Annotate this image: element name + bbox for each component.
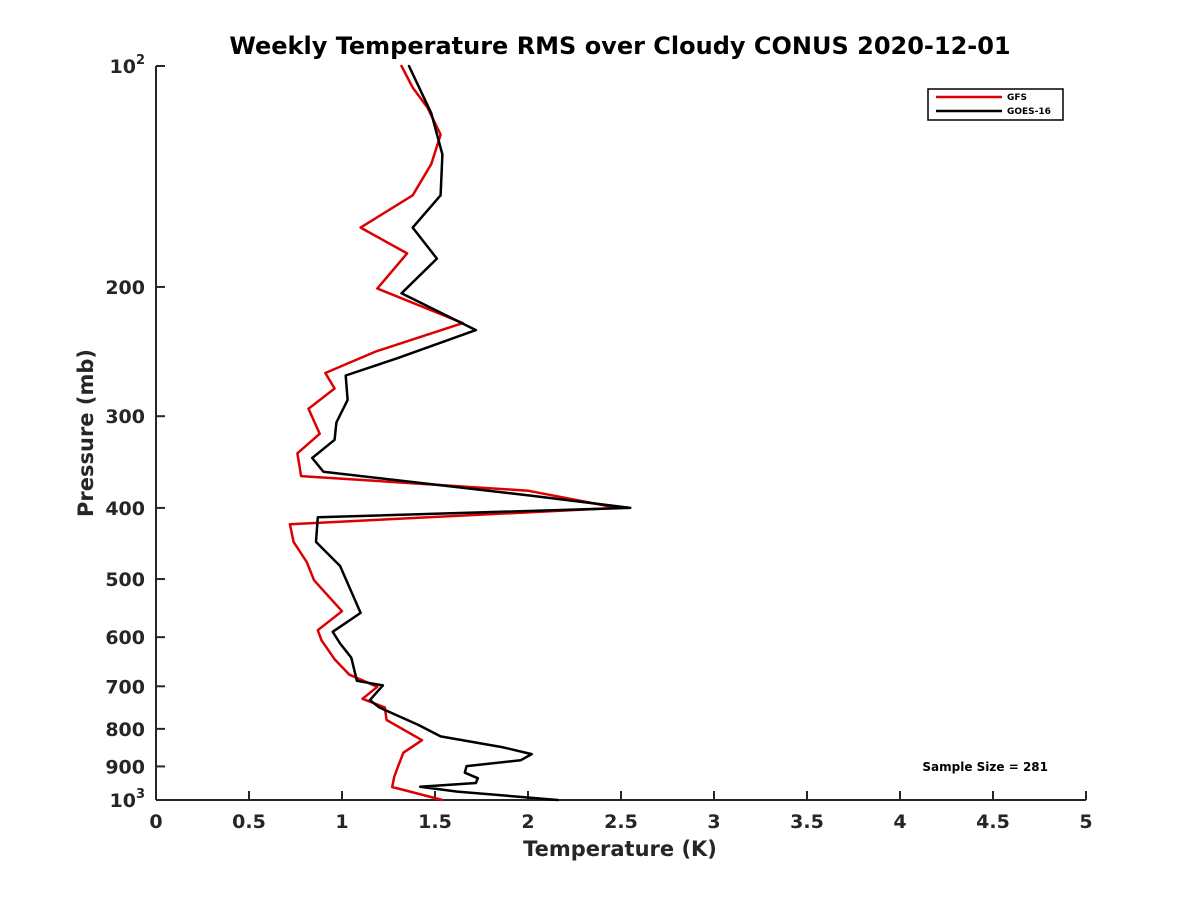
x-tick-label: 4 — [893, 811, 906, 833]
legend-label-gfs: GFS — [1007, 93, 1027, 103]
series-group — [288, 64, 632, 802]
x-axis-label: Temperature (K) — [523, 837, 717, 861]
y-tick-label: 800 — [105, 719, 145, 741]
y-axis-label: Pressure (mb) — [74, 349, 98, 517]
y-tick-label: 300 — [105, 406, 145, 428]
y-tick-label: 102 — [110, 53, 146, 78]
x-tick-label: 1.5 — [418, 811, 452, 833]
chart-title: Weekly Temperature RMS over Cloudy CONUS… — [229, 32, 1010, 60]
x-tick-label: 5 — [1079, 811, 1092, 833]
y-tick-label: 400 — [105, 498, 145, 520]
sample-size-annotation: Sample Size = 281 — [922, 760, 1048, 774]
legend-label-goes16: GOES-16 — [1007, 107, 1051, 117]
y-tick-label: 700 — [105, 676, 145, 698]
y-tick-label: 900 — [105, 756, 145, 778]
x-tick-label: 0 — [149, 811, 162, 833]
series-line-gfs — [288, 64, 619, 802]
x-tick-label: 2.5 — [604, 811, 638, 833]
y-tick-label: 500 — [105, 569, 145, 591]
legend: GFS GOES-16 — [927, 88, 1064, 121]
x-tick-label: 2 — [521, 811, 534, 833]
y-tick-label: 600 — [105, 627, 145, 649]
x-tick-label: 1 — [335, 811, 348, 833]
x-tick-label: 3 — [707, 811, 720, 833]
x-tick-label: 3.5 — [790, 811, 824, 833]
x-ticks: 0 0.5 1 1.5 2 2.5 3 3.5 4 4.5 5 — [149, 791, 1093, 833]
series-line-goes16 — [310, 64, 632, 802]
legend-box — [927, 88, 1064, 121]
y-ticks: 102 200 300 400 500 600 700 800 900 103 — [105, 53, 165, 812]
y-tick-label: 200 — [105, 277, 145, 299]
x-tick-label: 4.5 — [976, 811, 1010, 833]
x-tick-label: 0.5 — [232, 811, 266, 833]
y-tick-label: 103 — [110, 787, 146, 812]
